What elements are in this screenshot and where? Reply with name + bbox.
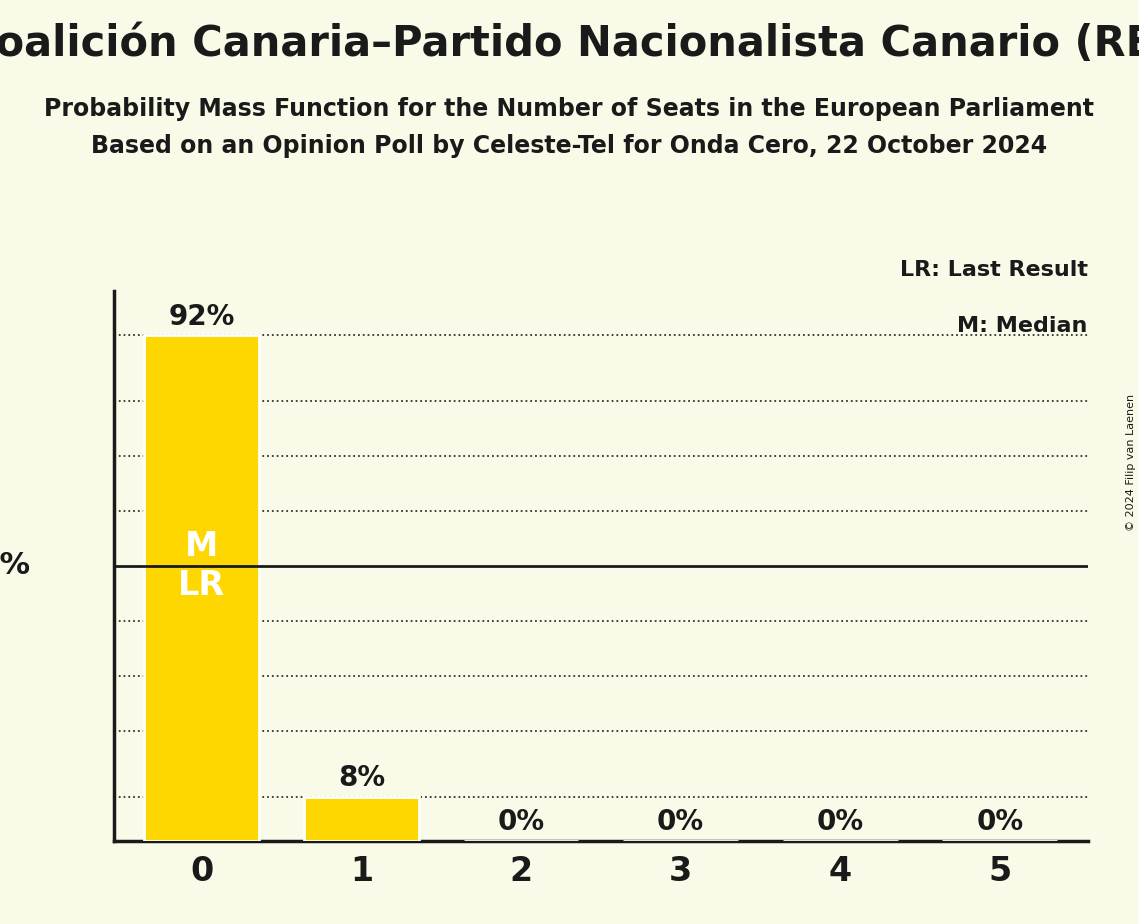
Text: 0%: 0% xyxy=(817,808,863,836)
Text: 92%: 92% xyxy=(169,303,235,331)
Text: 0%: 0% xyxy=(976,808,1024,836)
Text: © 2024 Filip van Laenen: © 2024 Filip van Laenen xyxy=(1126,394,1136,530)
Text: 0%: 0% xyxy=(657,808,704,836)
Text: 50%: 50% xyxy=(0,552,31,580)
Text: M: Median: M: Median xyxy=(958,316,1088,335)
Text: 0%: 0% xyxy=(498,808,544,836)
Bar xyxy=(145,335,260,841)
Text: M
LR: M LR xyxy=(178,530,226,602)
Text: Probability Mass Function for the Number of Seats in the European Parliament: Probability Mass Function for the Number… xyxy=(44,97,1095,121)
Text: 8%: 8% xyxy=(338,764,385,793)
Text: Based on an Opinion Poll by Celeste-Tel for Onda Cero, 22 October 2024: Based on an Opinion Poll by Celeste-Tel … xyxy=(91,134,1048,158)
Bar xyxy=(304,796,419,841)
Text: LR: Last Result: LR: Last Result xyxy=(900,260,1088,280)
Text: Coalición Canaria–Partido Nacionalista Canario (RE): Coalición Canaria–Partido Nacionalista C… xyxy=(0,23,1139,65)
